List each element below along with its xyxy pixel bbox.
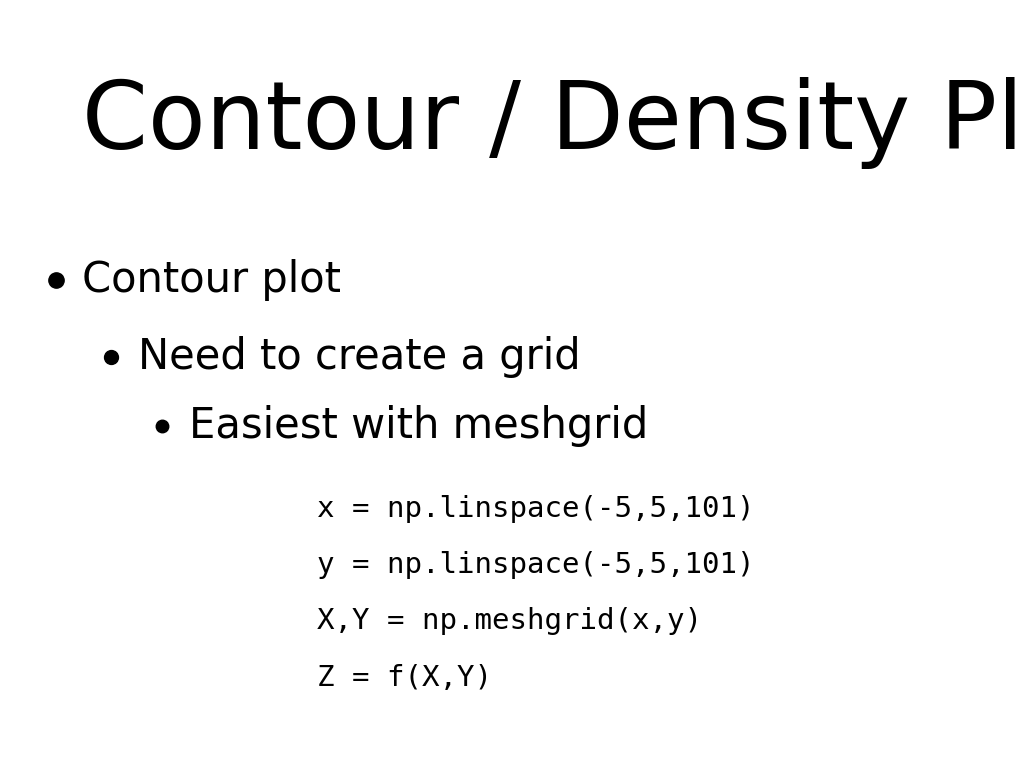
Text: X,Y = np.meshgrid(x,y): X,Y = np.meshgrid(x,y)	[317, 607, 702, 635]
Text: Contour / Density Plots: Contour / Density Plots	[82, 77, 1024, 169]
Text: y = np.linspace(-5,5,101): y = np.linspace(-5,5,101)	[317, 551, 755, 579]
Text: Z = f(X,Y): Z = f(X,Y)	[317, 664, 493, 691]
Text: Contour plot: Contour plot	[82, 260, 341, 301]
Text: Easiest with meshgrid: Easiest with meshgrid	[189, 406, 648, 447]
Text: Need to create a grid: Need to create a grid	[138, 336, 581, 378]
Text: x = np.linspace(-5,5,101): x = np.linspace(-5,5,101)	[317, 495, 755, 523]
